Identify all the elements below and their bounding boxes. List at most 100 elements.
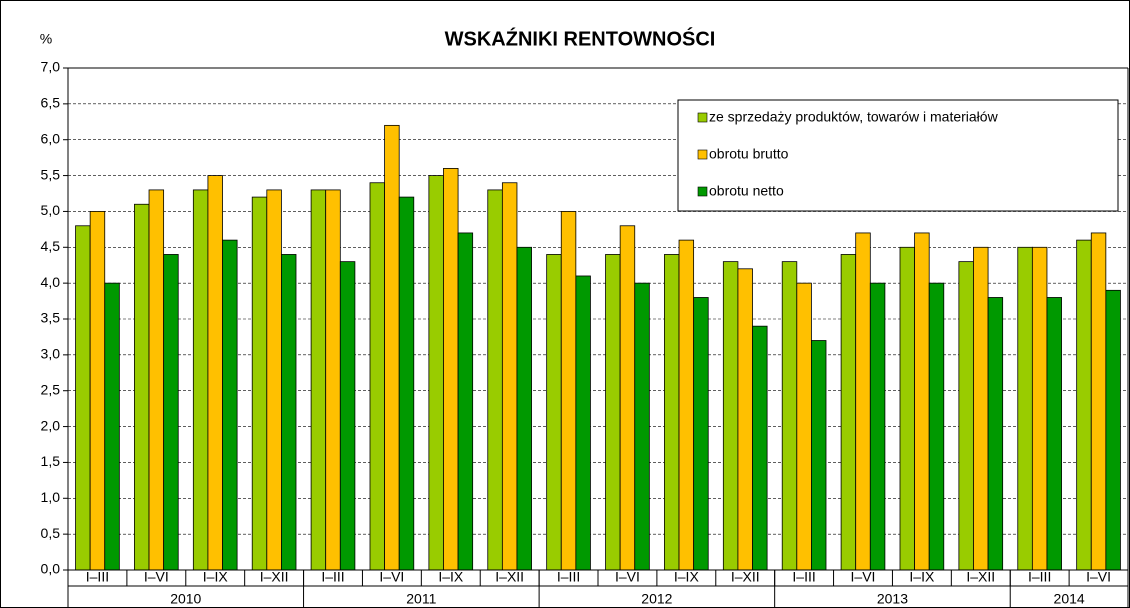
- x-tick-label: I–XII: [495, 569, 524, 585]
- bar: [266, 189, 282, 571]
- bar: [457, 232, 474, 571]
- bar: [840, 254, 857, 571]
- bar: [619, 225, 636, 571]
- x-tick-label: I–VI: [379, 569, 404, 585]
- x-tick-label: I–IX: [203, 569, 229, 585]
- bar: [207, 175, 223, 571]
- chart-title: WSKAŹNIKI RENTOWNOŚCI: [445, 26, 716, 50]
- legend-swatch: [697, 149, 708, 160]
- x-tick-label: I–III: [321, 569, 344, 585]
- y-tick-label: 5,0: [41, 202, 61, 218]
- legend-label: ze sprzedaży produktów, towarów i materi…: [709, 109, 999, 125]
- y-tick-label: 1,0: [41, 489, 61, 505]
- y-tick-label: 6,5: [41, 95, 61, 111]
- bar: [369, 182, 385, 571]
- bar: [428, 175, 444, 571]
- x-tick-label: I–VI: [615, 569, 640, 585]
- bar: [664, 254, 680, 571]
- bar: [634, 282, 650, 571]
- bar: [134, 203, 150, 571]
- year-label: 2012: [641, 591, 672, 607]
- bar: [796, 282, 812, 571]
- y-tick-label: 4,5: [41, 238, 61, 254]
- bar: [737, 268, 753, 571]
- bar: [192, 189, 209, 571]
- x-tick-label: I–VI: [1086, 569, 1111, 585]
- bar: [987, 297, 1004, 571]
- bar: [1076, 239, 1092, 571]
- bar: [811, 340, 827, 571]
- bar: [781, 261, 798, 571]
- bar: [339, 261, 356, 571]
- x-tick-label: I–IX: [438, 569, 464, 585]
- legend-swatch: [697, 186, 708, 197]
- bar: [1090, 232, 1107, 571]
- y-tick-label: 6,0: [41, 130, 61, 146]
- year-label: 2010: [170, 591, 201, 607]
- bar: [958, 261, 974, 571]
- bar: [560, 211, 577, 571]
- bar: [516, 246, 532, 571]
- bar: [487, 189, 503, 571]
- bar: [89, 211, 106, 571]
- bar: [928, 282, 945, 571]
- bar: [104, 282, 120, 571]
- bar: [605, 254, 621, 571]
- bar: [384, 124, 400, 571]
- x-tick-label: I–III: [557, 569, 580, 585]
- bar: [310, 189, 327, 571]
- bar: [546, 254, 562, 571]
- bar: [855, 232, 871, 571]
- y-tick-label: 3,5: [41, 310, 61, 326]
- x-tick-label: I–III: [1028, 569, 1051, 585]
- x-tick-label: I–VI: [144, 569, 169, 585]
- bar: [281, 254, 297, 571]
- bar: [501, 182, 518, 571]
- bar: [148, 189, 165, 571]
- year-label: 2011: [406, 591, 436, 607]
- y-tick-label: 4,0: [41, 274, 61, 290]
- legend-swatch: [697, 112, 708, 123]
- bar: [973, 246, 989, 571]
- bar: [398, 196, 415, 571]
- y-tick-label: 1,5: [41, 453, 61, 469]
- y-tick-label: 2,5: [41, 381, 61, 397]
- bar: [1105, 289, 1121, 571]
- legend-label: obrotu netto: [709, 183, 784, 199]
- legend-label: obrotu brutto: [709, 146, 789, 162]
- x-tick-label: I–III: [86, 569, 109, 585]
- bar: [914, 232, 930, 571]
- year-label: 2014: [1054, 591, 1085, 607]
- bar: [163, 254, 179, 571]
- y-axis-label: %: [40, 31, 52, 47]
- y-tick-label: 3,0: [41, 346, 61, 362]
- bar: [222, 239, 238, 571]
- bar: [1017, 246, 1033, 571]
- bar: [443, 167, 459, 571]
- x-tick-label: I–VI: [851, 569, 876, 585]
- y-tick-label: 0,5: [41, 525, 61, 541]
- bar: [1031, 246, 1048, 571]
- y-tick-label: 0,0: [41, 561, 61, 577]
- x-tick-label: I–XII: [731, 569, 760, 585]
- x-tick-label: I–IX: [909, 569, 935, 585]
- bar: [693, 297, 709, 571]
- x-tick-label: I–IX: [674, 569, 700, 585]
- bar: [251, 196, 268, 571]
- bar: [869, 282, 886, 571]
- y-tick-label: 7,0: [41, 59, 61, 75]
- x-tick-label: I–III: [792, 569, 815, 585]
- bar: [325, 189, 341, 571]
- bar: [722, 261, 739, 571]
- bar: [678, 239, 695, 571]
- y-tick-label: 2,0: [41, 417, 61, 433]
- bar: [75, 225, 91, 571]
- year-label: 2013: [877, 591, 908, 607]
- bar: [1046, 297, 1062, 571]
- y-tick-label: 5,5: [41, 166, 61, 182]
- bar: [752, 325, 768, 571]
- x-tick-label: I–XII: [966, 569, 995, 585]
- legend-box: [677, 99, 1119, 212]
- bar: [575, 275, 591, 571]
- bar: [899, 246, 915, 571]
